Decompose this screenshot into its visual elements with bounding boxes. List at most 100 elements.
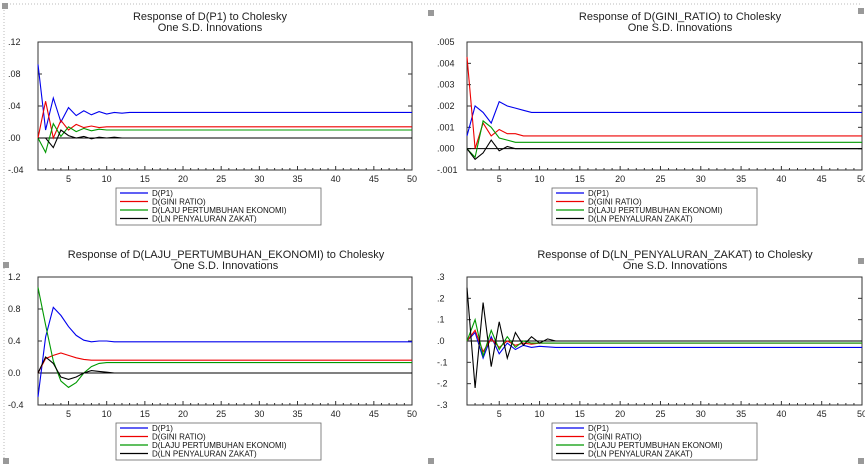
chart-title: Response of D(P1) to Cholesky xyxy=(133,11,288,23)
series-line-laju xyxy=(37,287,412,389)
x-tick-label: 45 xyxy=(817,409,827,419)
legend: D(P1)D(GINI RATIO)D(LAJU PERTUMBUHAN EKO… xyxy=(551,422,758,461)
y-tick-label: -.1 xyxy=(437,357,448,367)
legend-label: D(LAJU PERTUMBUHAN EKONOMI) xyxy=(152,206,287,215)
plot-area xyxy=(466,41,863,171)
series-line-laju xyxy=(466,119,862,159)
selection-handle[interactable] xyxy=(858,458,864,464)
y-tick-label: -.3 xyxy=(437,400,448,410)
x-tick-label: 20 xyxy=(178,174,188,184)
x-tick-label: 30 xyxy=(254,174,264,184)
legend-label: D(LAJU PERTUMBUHAN EKONOMI) xyxy=(588,206,723,215)
x-tick-label: 25 xyxy=(216,409,226,419)
legend-label: D(LAJU PERTUMBUHAN EKONOMI) xyxy=(152,441,287,450)
legend-box xyxy=(551,187,758,226)
selection-handle[interactable] xyxy=(428,10,434,16)
legend-label: D(LN PENYALURAN ZAKAT) xyxy=(152,450,257,459)
series-line-p1 xyxy=(466,100,862,137)
y-tick-label: -.04 xyxy=(8,165,24,175)
legend-label: D(GINI RATIO) xyxy=(588,433,642,442)
y-tick-label: 0.0 xyxy=(8,368,21,378)
x-tick-label: 40 xyxy=(331,409,341,419)
chart-subtitle: One S.D. Innovations xyxy=(158,22,263,34)
x-tick-label: 20 xyxy=(615,174,625,184)
x-tick-label: 15 xyxy=(575,409,585,419)
legend-label: D(P1) xyxy=(152,189,173,198)
x-tick-label: 30 xyxy=(696,174,706,184)
legend-box xyxy=(115,422,322,461)
y-tick-label: .0 xyxy=(437,336,445,346)
selection-handle[interactable] xyxy=(858,8,864,14)
x-tick-label: 45 xyxy=(369,409,379,419)
x-tick-label: 10 xyxy=(535,174,545,184)
chart-title: Response of D(GINI_RATIO) to Cholesky xyxy=(579,11,782,23)
series-line-laju xyxy=(37,122,412,154)
y-tick-label: .12 xyxy=(8,37,21,47)
series-line-gini xyxy=(37,352,412,374)
y-tick-label: .004 xyxy=(437,58,455,68)
y-tick-label: -.001 xyxy=(437,165,458,175)
irf-panel-2: Response of D(GINI_RATIO) to CholeskyOne… xyxy=(437,11,865,226)
x-tick-label: 25 xyxy=(655,174,665,184)
selection-handle[interactable] xyxy=(858,258,864,264)
y-tick-label: 0.4 xyxy=(8,336,21,346)
x-tick-label: 50 xyxy=(857,409,865,419)
x-tick-label: 25 xyxy=(655,409,665,419)
x-tick-label: 35 xyxy=(293,409,303,419)
selection-handle[interactable] xyxy=(3,262,9,268)
x-tick-label: 35 xyxy=(736,174,746,184)
y-tick-label: .04 xyxy=(8,101,21,111)
x-tick-label: 10 xyxy=(102,174,112,184)
y-tick-label: .08 xyxy=(8,69,21,79)
plot-area xyxy=(37,41,413,171)
series-line-ln xyxy=(466,287,580,388)
x-tick-label: 5 xyxy=(497,409,502,419)
legend-label: D(GINI RATIO) xyxy=(588,198,642,207)
selection-handle[interactable] xyxy=(428,458,434,464)
chart-subtitle: One S.D. Innovations xyxy=(174,260,279,272)
x-tick-label: 20 xyxy=(178,409,188,419)
series-line-p1 xyxy=(466,331,862,360)
irf-panel-3: Response of D(LAJU_PERTUMBUHAN_EKONOMI) … xyxy=(8,249,417,461)
x-tick-label: 40 xyxy=(776,174,786,184)
legend-label: D(P1) xyxy=(588,189,609,198)
legend-box xyxy=(115,187,322,226)
y-tick-label: .003 xyxy=(437,80,455,90)
selection-handle[interactable] xyxy=(2,3,8,9)
chart-subtitle: One S.D. Innovations xyxy=(623,260,728,272)
x-tick-label: 35 xyxy=(293,174,303,184)
y-tick-label: .2 xyxy=(437,293,445,303)
series-line-p1 xyxy=(37,306,412,398)
legend: D(P1)D(GINI RATIO)D(LAJU PERTUMBUHAN EKO… xyxy=(115,422,322,461)
x-tick-label: 45 xyxy=(369,174,379,184)
y-tick-label: .005 xyxy=(437,37,455,47)
chart-title: Response of D(LAJU_PERTUMBUHAN_EKONOMI) … xyxy=(68,249,385,261)
x-tick-label: 25 xyxy=(216,174,226,184)
series-line-ln xyxy=(37,356,122,380)
legend: D(P1)D(GINI RATIO)D(LAJU PERTUMBUHAN EKO… xyxy=(551,187,758,226)
x-tick-label: 5 xyxy=(66,174,71,184)
legend: D(P1)D(GINI RATIO)D(LAJU PERTUMBUHAN EKO… xyxy=(115,187,322,226)
series-line-ln xyxy=(466,139,862,161)
x-tick-label: 5 xyxy=(66,409,71,419)
y-tick-label: 0.8 xyxy=(8,304,21,314)
series-line-p1 xyxy=(37,64,412,131)
chart-title: Response of D(LN_PENYALURAN_ZAKAT) to Ch… xyxy=(537,249,813,261)
y-tick-label: 1.2 xyxy=(8,272,21,282)
legend-box xyxy=(551,422,758,461)
y-tick-label: .00 xyxy=(8,133,21,143)
x-tick-label: 40 xyxy=(331,174,341,184)
legend-label: D(P1) xyxy=(588,424,609,433)
selection-handle[interactable] xyxy=(3,458,9,464)
legend-label: D(LN PENYALURAN ZAKAT) xyxy=(588,450,693,459)
x-tick-label: 50 xyxy=(407,174,417,184)
x-tick-label: 30 xyxy=(254,409,264,419)
x-tick-label: 40 xyxy=(776,409,786,419)
legend-label: D(GINI RATIO) xyxy=(152,198,206,207)
legend-label: D(LAJU PERTUMBUHAN EKONOMI) xyxy=(588,441,723,450)
x-tick-label: 35 xyxy=(736,409,746,419)
series-line-gini xyxy=(37,101,412,140)
series-line-laju xyxy=(466,317,862,359)
x-tick-label: 5 xyxy=(497,174,502,184)
